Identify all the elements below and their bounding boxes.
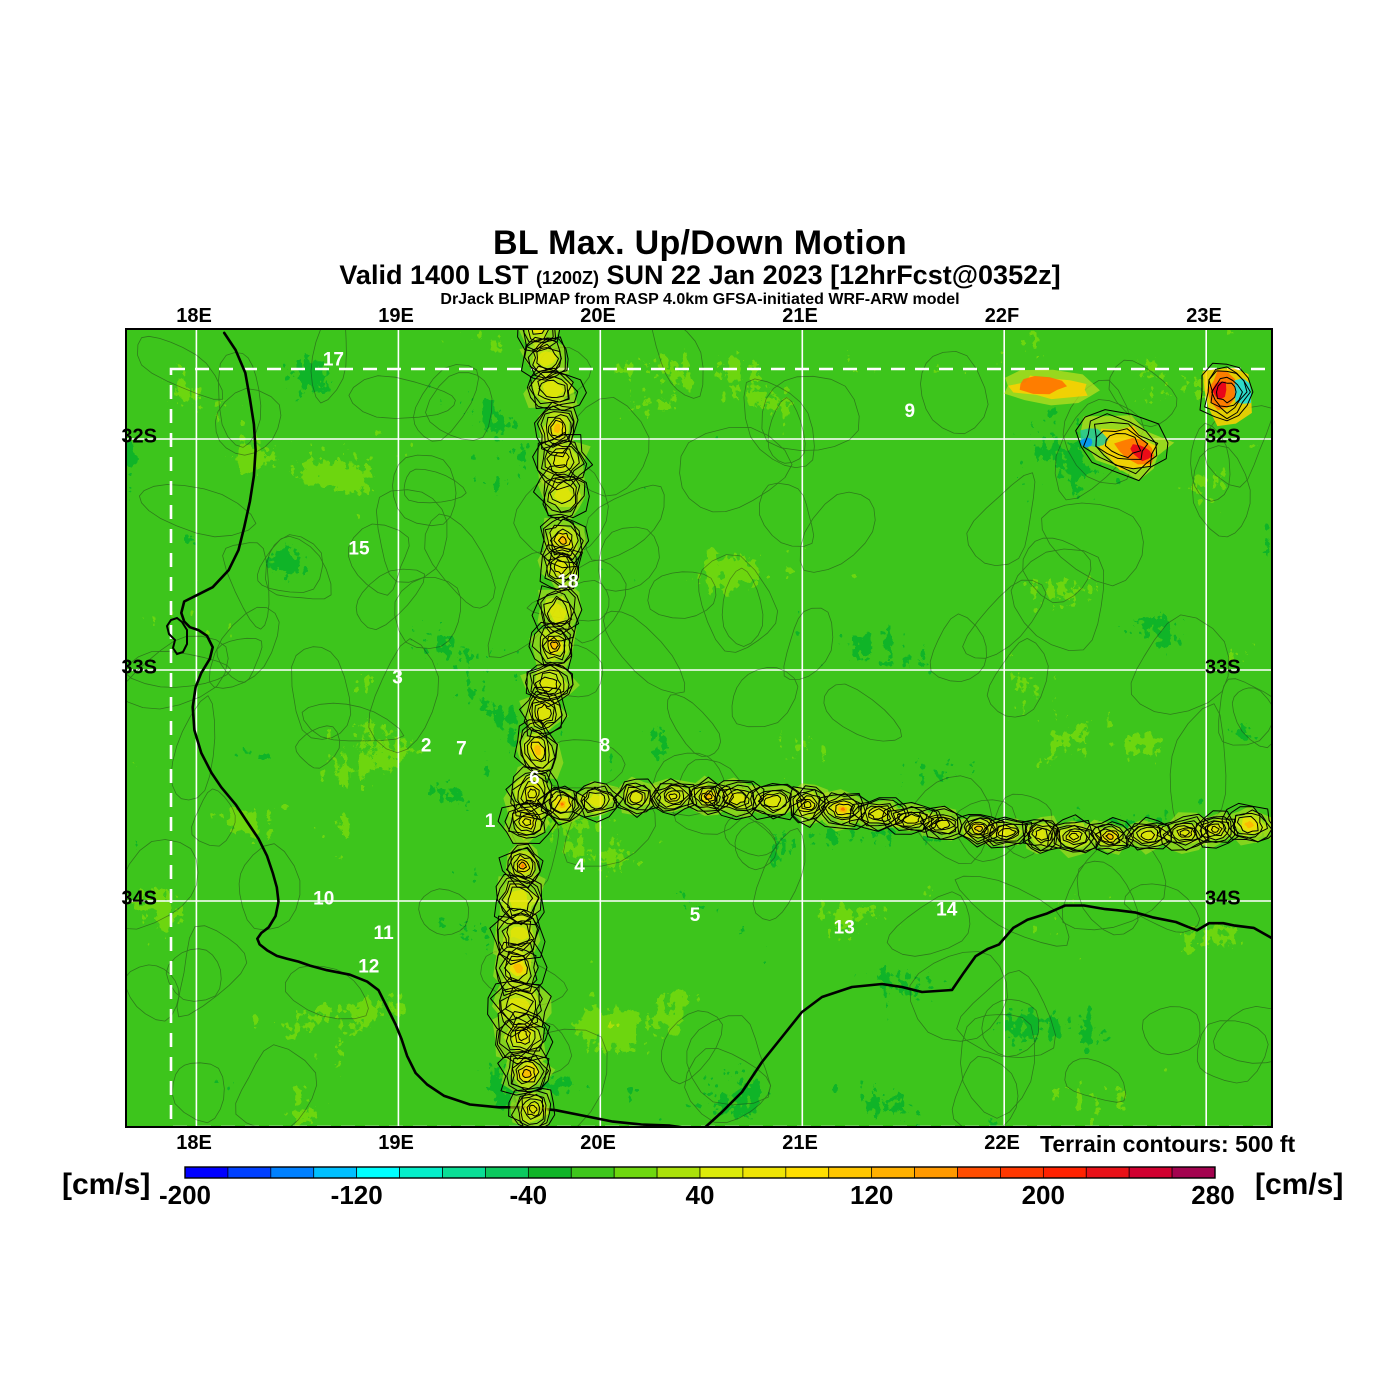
svg-text:4: 4	[574, 856, 585, 877]
svg-text:1: 1	[485, 811, 496, 832]
svg-text:11: 11	[374, 923, 395, 944]
svg-text:12: 12	[358, 957, 379, 978]
svg-text:17: 17	[323, 350, 344, 371]
svg-text:16: 16	[371, 330, 392, 335]
svg-text:10: 10	[313, 889, 334, 910]
svg-text:7: 7	[456, 739, 467, 760]
svg-text:6: 6	[529, 768, 540, 789]
svg-text:2: 2	[421, 735, 432, 756]
svg-text:15: 15	[348, 539, 370, 560]
svg-text:8: 8	[600, 735, 611, 756]
svg-text:14: 14	[936, 899, 958, 920]
svg-text:18: 18	[557, 572, 578, 593]
svg-text:13: 13	[834, 917, 855, 938]
svg-text:3: 3	[392, 667, 403, 688]
svg-text:5: 5	[690, 905, 701, 926]
svg-text:9: 9	[905, 401, 916, 422]
